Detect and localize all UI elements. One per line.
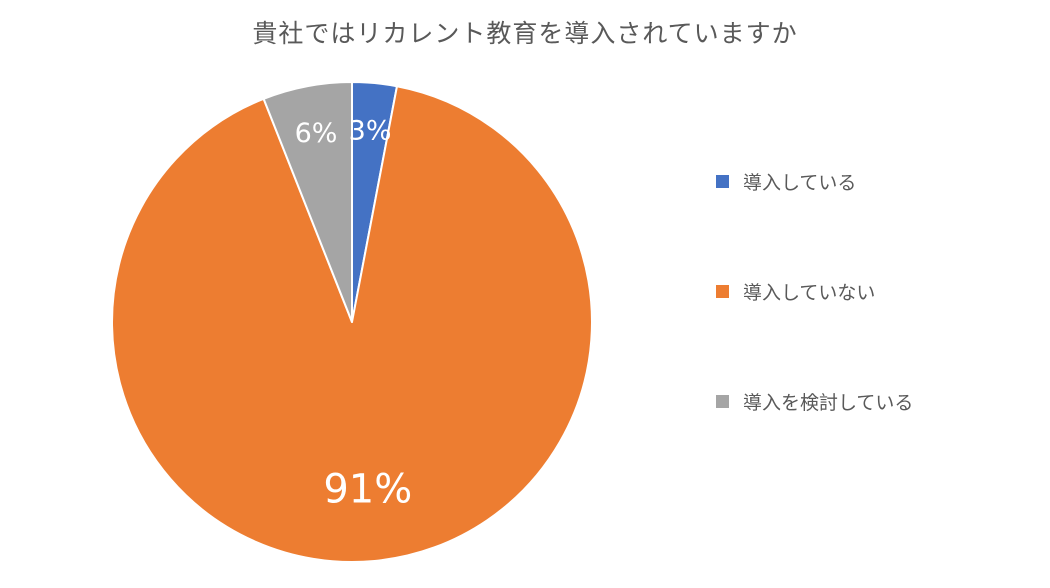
legend-swatch-not-introduced	[716, 284, 729, 298]
legend-swatch-considering	[716, 394, 729, 408]
legend-label-not-introduced: 導入していない	[743, 281, 876, 304]
legend-label-introduced: 導入している	[743, 171, 857, 194]
data-label-not-introduced: 91%	[323, 466, 412, 512]
legend-item-considering: 導入を検討している	[716, 386, 913, 416]
legend-item-introduced: 導入している	[716, 166, 913, 196]
pie-slice-considering	[262, 81, 353, 323]
legend-swatch-introduced	[716, 174, 729, 188]
pie-slice-not-introduced	[111, 85, 593, 563]
legend-label-considering: 導入を検討している	[743, 391, 914, 414]
legend-item-not-introduced: 導入していない	[716, 276, 913, 306]
legend: 導入している 導入していない 導入を検討している	[716, 166, 913, 496]
data-label-introduced: 3%	[349, 115, 392, 146]
data-label-considering: 6%	[295, 118, 338, 149]
chart-title: 貴社ではリカレント教育を導入されていますか	[252, 19, 798, 48]
